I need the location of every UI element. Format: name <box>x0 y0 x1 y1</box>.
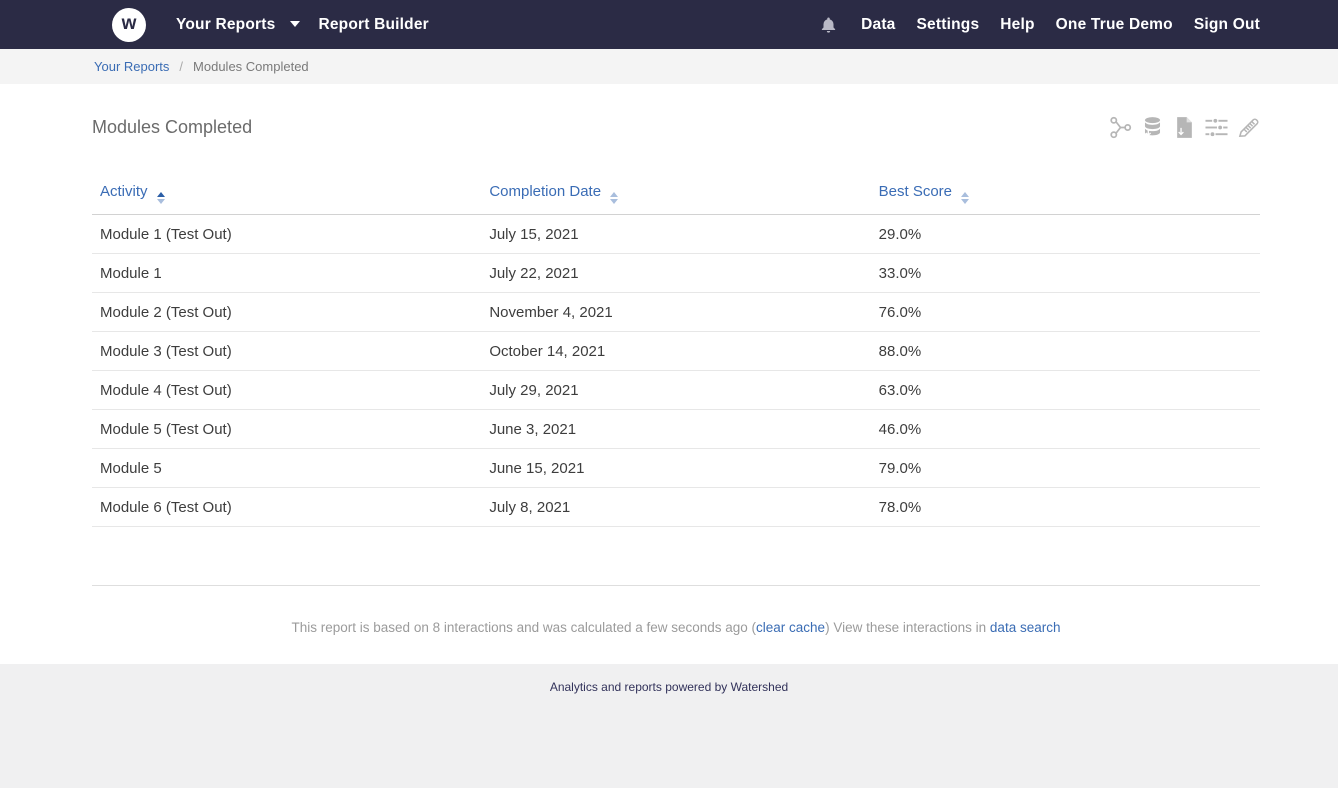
table-row: Module 6 (Test Out) July 8, 2021 78.0% <box>92 487 1260 527</box>
cell-best-score: 46.0% <box>870 409 1260 449</box>
report-note: This report is based on 8 interactions a… <box>92 620 1260 635</box>
breadcrumb: Your Reports / Modules Completed <box>0 49 1338 84</box>
nav-your-reports[interactable]: Your Reports <box>176 16 301 34</box>
table-row: Module 1 July 22, 2021 33.0% <box>92 253 1260 293</box>
page-footer: Analytics and reports powered by Watersh… <box>0 664 1338 788</box>
breadcrumb-your-reports[interactable]: Your Reports <box>94 59 170 74</box>
logo-letter: w <box>121 12 137 34</box>
cell-completion-date: November 4, 2021 <box>481 292 871 332</box>
cell-best-score: 88.0% <box>870 331 1260 371</box>
modules-completed-table: Activity Completion Date Best Score Modu… <box>92 175 1260 527</box>
cell-activity: Module 1 (Test Out) <box>92 214 482 254</box>
sort-icon <box>961 192 970 204</box>
table-bottom-divider <box>92 527 1260 586</box>
report-toolbar <box>1109 115 1260 139</box>
powered-by-text: Analytics and reports powered by Watersh… <box>549 680 789 694</box>
cell-activity: Module 5 (Test Out) <box>92 409 482 449</box>
table-row: Module 1 (Test Out) July 15, 2021 29.0% <box>92 214 1260 254</box>
cell-completion-date: July 22, 2021 <box>481 253 871 293</box>
primary-nav: Your Reports Report Builder <box>176 16 429 34</box>
share-icon[interactable] <box>1109 115 1132 139</box>
nav-report-builder[interactable]: Report Builder <box>318 15 429 33</box>
cell-completion-date: June 3, 2021 <box>481 409 871 449</box>
table-row: Module 5 June 15, 2021 79.0% <box>92 448 1260 488</box>
cell-completion-date: July 8, 2021 <box>481 487 871 527</box>
cell-activity: Module 3 (Test Out) <box>92 331 482 371</box>
cell-best-score: 76.0% <box>870 292 1260 332</box>
nav-sign-out[interactable]: Sign Out <box>1193 15 1260 33</box>
page-title: Modules Completed <box>92 116 253 137</box>
cell-completion-date: June 15, 2021 <box>481 448 871 488</box>
secondary-nav: Data Settings Help One True Demo Sign Ou… <box>821 16 1260 34</box>
chevron-down-icon <box>290 21 301 28</box>
cell-best-score: 29.0% <box>870 214 1260 254</box>
data-search-link[interactable]: data search <box>989 620 1061 635</box>
cell-best-score: 63.0% <box>870 370 1260 410</box>
edit-report-icon[interactable] <box>1237 115 1260 139</box>
cell-activity: Module 6 (Test Out) <box>92 487 482 527</box>
note-text: This report is based on 8 interactions a… <box>291 620 757 635</box>
cell-completion-date: July 29, 2021 <box>481 370 871 410</box>
cell-completion-date: July 15, 2021 <box>481 214 871 254</box>
table-body: Module 1 (Test Out) July 15, 2021 29.0% … <box>92 214 1260 527</box>
table-header-row: Activity Completion Date Best Score <box>92 175 1260 215</box>
cell-completion-date: October 14, 2021 <box>481 331 871 371</box>
nav-help[interactable]: Help <box>1000 15 1035 33</box>
cell-best-score: 33.0% <box>870 253 1260 293</box>
table-row: Module 4 (Test Out) July 29, 2021 63.0% <box>92 370 1260 410</box>
sort-icon <box>610 192 619 204</box>
cell-activity: Module 1 <box>92 253 482 293</box>
cell-activity: Module 5 <box>92 448 482 488</box>
nav-account-one-true-demo[interactable]: One True Demo <box>1055 15 1173 33</box>
table-row: Module 3 (Test Out) October 14, 2021 88.… <box>92 331 1260 371</box>
report-options-icon[interactable] <box>1205 115 1228 139</box>
watershed-logo[interactable]: w <box>112 7 146 42</box>
nav-data[interactable]: Data <box>861 15 896 33</box>
clear-cache-link[interactable]: clear cache <box>756 620 826 635</box>
table-row: Module 5 (Test Out) June 3, 2021 46.0% <box>92 409 1260 449</box>
report-content: Modules Completed <box>0 84 1338 664</box>
note-text: ) View these interactions in <box>825 620 990 635</box>
nav-settings[interactable]: Settings <box>916 15 980 33</box>
cell-activity: Module 2 (Test Out) <box>92 292 482 332</box>
table-row: Module 2 (Test Out) November 4, 2021 76.… <box>92 292 1260 332</box>
top-navbar: w Your Reports Report Builder Data Setti… <box>0 0 1338 49</box>
sort-icon <box>156 192 165 204</box>
cell-best-score: 79.0% <box>870 448 1260 488</box>
notifications-bell-icon[interactable] <box>821 16 836 34</box>
column-header-activity[interactable]: Activity <box>92 175 482 215</box>
breadcrumb-current: Modules Completed <box>193 59 309 74</box>
cell-best-score: 78.0% <box>870 487 1260 527</box>
column-header-best-score[interactable]: Best Score <box>870 175 1260 215</box>
cell-activity: Module 4 (Test Out) <box>92 370 482 410</box>
export-report-icon[interactable] <box>1173 115 1196 139</box>
breadcrumb-separator: / <box>179 59 184 74</box>
column-header-completion-date[interactable]: Completion Date <box>481 175 871 215</box>
export-data-icon[interactable] <box>1141 115 1164 139</box>
